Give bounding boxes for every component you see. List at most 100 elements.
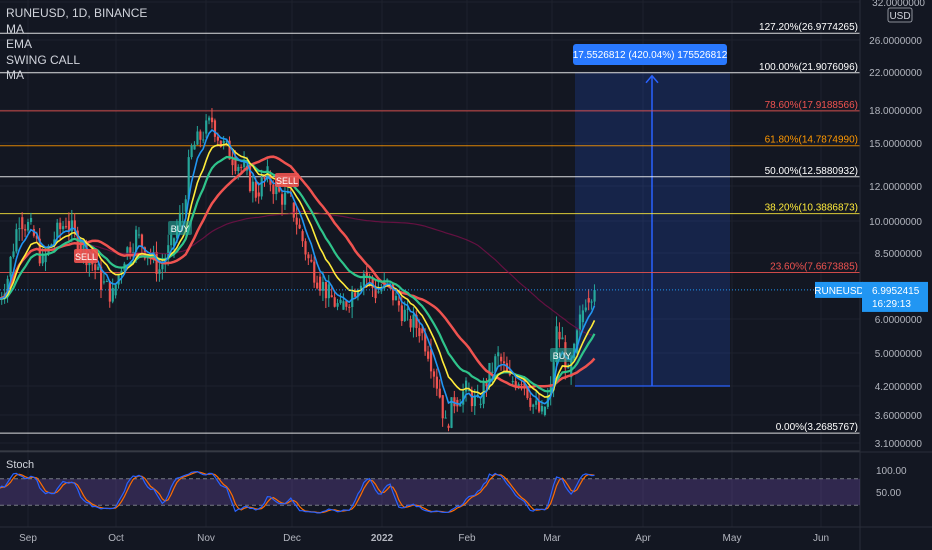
candle: [301, 229, 304, 247]
candle-body: [225, 140, 228, 142]
price-tick-top: 32.0000000: [872, 0, 925, 9]
price-tick-label: 26.0000000: [869, 36, 922, 47]
candle-body: [292, 202, 295, 218]
indicator-swing-call[interactable]: SWING CALL: [6, 52, 81, 67]
candle-body: [532, 404, 535, 407]
candle: [228, 136, 231, 160]
candle-body: [196, 131, 199, 145]
candle-body: [76, 230, 79, 254]
candle-body: [567, 366, 570, 369]
price-tick-label: 8.5000000: [875, 249, 923, 260]
price-tick-label: 6.0000000: [875, 315, 923, 326]
candle-body: [342, 301, 345, 310]
candle-body: [155, 251, 158, 274]
candle: [321, 271, 325, 302]
candle: [100, 258, 103, 298]
fib-label: 38.20%(10.3886873): [765, 203, 858, 214]
candle: [161, 253, 164, 280]
candle: [44, 248, 47, 271]
countdown-text: 16:29:13: [872, 299, 911, 310]
candle-body: [400, 305, 403, 322]
signal-text: BUY: [553, 351, 572, 361]
candle-body: [479, 403, 482, 405]
candle-body: [129, 247, 132, 255]
candle-body: [240, 166, 243, 168]
symbol-title[interactable]: RUNEUSD, 1D, BINANCE: [6, 6, 148, 20]
candle: [342, 293, 345, 310]
candle: [304, 238, 307, 261]
time-label: Oct: [108, 533, 124, 544]
currency-badge: [887, 7, 913, 23]
candle-body: [316, 282, 319, 289]
candle-body: [184, 199, 187, 212]
fib-label: 78.60%(17.9188566): [765, 100, 858, 111]
candle-body: [374, 287, 377, 299]
candle: [429, 338, 433, 379]
candle-body: [520, 384, 523, 386]
candle-body: [286, 192, 290, 194]
candle: [310, 254, 313, 263]
signal-badge: [74, 249, 98, 263]
candle-body: [409, 319, 412, 328]
candle: [27, 218, 30, 233]
candle-body: [584, 307, 587, 311]
candle-body: [494, 356, 497, 372]
candle-body: [18, 228, 21, 230]
fib-label: 23.60%(7.6673885): [770, 262, 858, 273]
candle-body: [161, 264, 164, 270]
candle-body: [222, 140, 225, 143]
candle-body: [67, 221, 71, 232]
candle: [298, 218, 301, 230]
price-tick-label: 5.0000000: [875, 349, 923, 360]
price-tick-label: 15.0000000: [869, 139, 922, 150]
stoch-title[interactable]: Stoch: [6, 459, 35, 471]
candle-body: [213, 120, 217, 137]
ma-long-line: [0, 210, 595, 337]
candle-body: [321, 281, 325, 291]
candle: [406, 299, 409, 321]
candle-body: [488, 362, 491, 387]
candle: [193, 141, 196, 150]
candle: [441, 395, 444, 427]
candle: [105, 279, 109, 283]
candle-body: [573, 343, 576, 359]
candle: [409, 315, 412, 332]
indicator-ma-1[interactable]: MA: [6, 21, 24, 36]
measure-label: 17.5526812 (420.04%) 175526812: [573, 50, 728, 61]
candle-body: [386, 279, 389, 281]
candle-body: [272, 184, 275, 195]
candle-body: [97, 266, 100, 270]
candle: [561, 326, 564, 340]
candle-body: [555, 326, 558, 363]
candle: [473, 388, 476, 415]
candle-body: [348, 306, 351, 308]
candle-body: [137, 234, 141, 236]
candle-body: [365, 271, 368, 278]
indicator-ma-2[interactable]: MA: [6, 68, 24, 82]
indicator-ema[interactable]: EMA: [6, 37, 33, 51]
candle-body: [210, 117, 214, 123]
candle-body: [41, 253, 44, 264]
candle: [281, 189, 284, 216]
time-label: Sep: [19, 533, 37, 544]
candle: [167, 234, 170, 266]
candle: [573, 342, 576, 361]
candle: [339, 293, 342, 305]
candle-body: [102, 281, 106, 283]
candle: [137, 227, 141, 239]
candle: [500, 353, 503, 371]
candle-body: [117, 274, 120, 285]
candle-body: [333, 297, 336, 307]
stoch-k-line: [0, 470, 595, 514]
candle-body: [558, 331, 561, 340]
candle: [120, 267, 123, 284]
stoch-tick-label: 50.00: [876, 488, 901, 499]
candle-body: [56, 222, 59, 238]
candle-body: [476, 394, 479, 396]
candle-body: [35, 235, 38, 239]
candle-body: [181, 212, 184, 214]
signal-badge: [550, 348, 574, 362]
candle: [219, 140, 222, 148]
